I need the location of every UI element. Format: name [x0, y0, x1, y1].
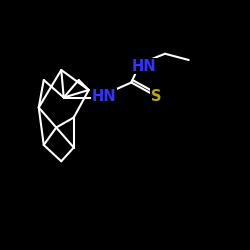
- Text: HN: HN: [132, 59, 156, 74]
- Text: HN: HN: [92, 89, 116, 104]
- Text: S: S: [151, 89, 162, 104]
